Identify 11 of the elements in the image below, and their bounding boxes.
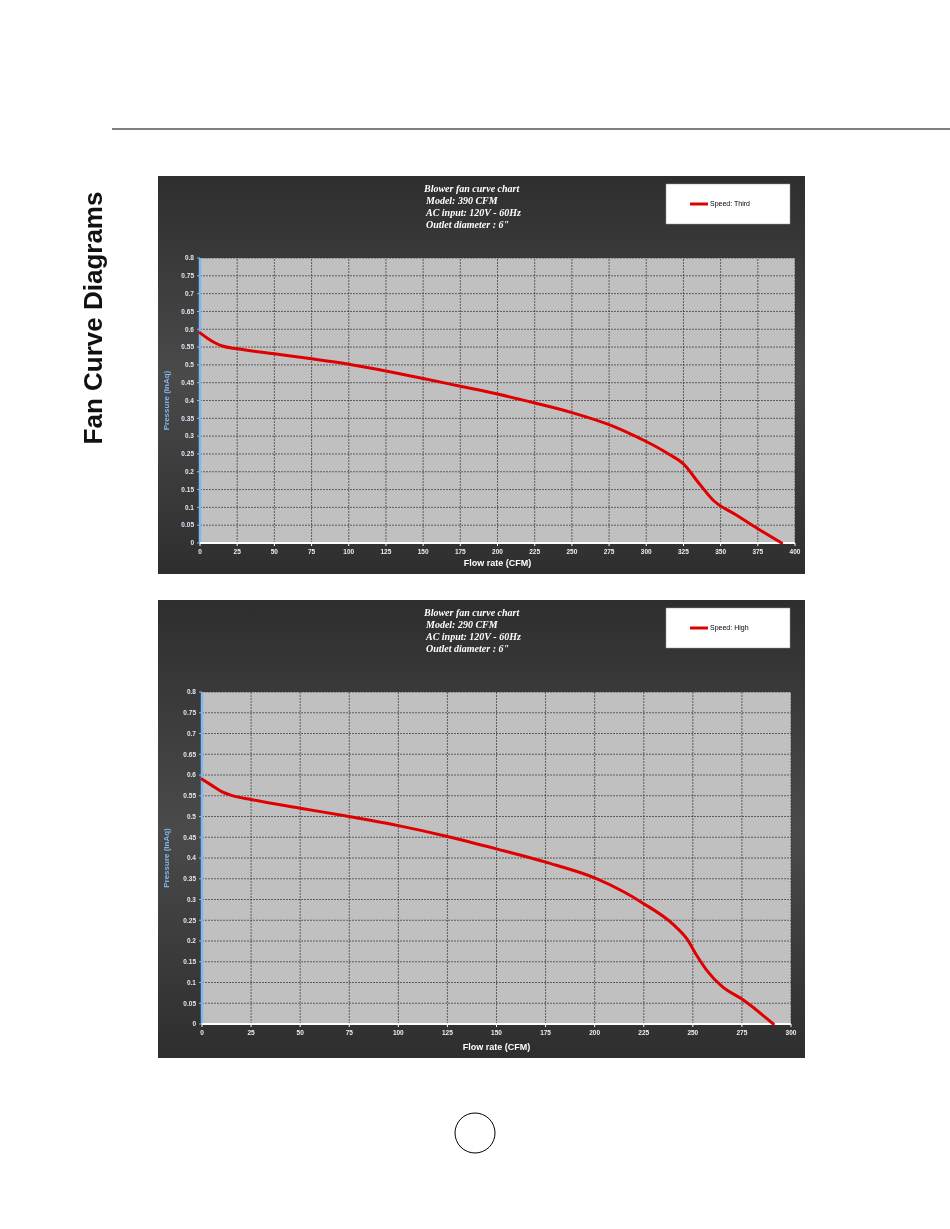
x-axis-title: Flow rate (CFM) bbox=[463, 558, 532, 568]
y-axis-title: Pressure (inAq) bbox=[162, 827, 171, 888]
y-axis-title: Pressure (inAq) bbox=[162, 370, 171, 431]
line-series bbox=[200, 777, 775, 1026]
line-series bbox=[198, 331, 784, 545]
x-axis-title: Flow rate (CFM) bbox=[462, 1042, 531, 1052]
text: Fan Curve Diagrams bbox=[78, 191, 108, 445]
chart-subtitle: Model: 290 CFM AC input: 120V - 60Hz Outlet diameter : 6" bbox=[425, 619, 521, 654]
chart-title: Blower fan curve chart bbox=[423, 607, 521, 618]
chart-subtitle: Model: 390 CFM AC input: 120V - 60Hz Outlet diameter : 6" bbox=[425, 195, 521, 230]
chart-title: Blower fan curve chart bbox=[423, 183, 521, 194]
